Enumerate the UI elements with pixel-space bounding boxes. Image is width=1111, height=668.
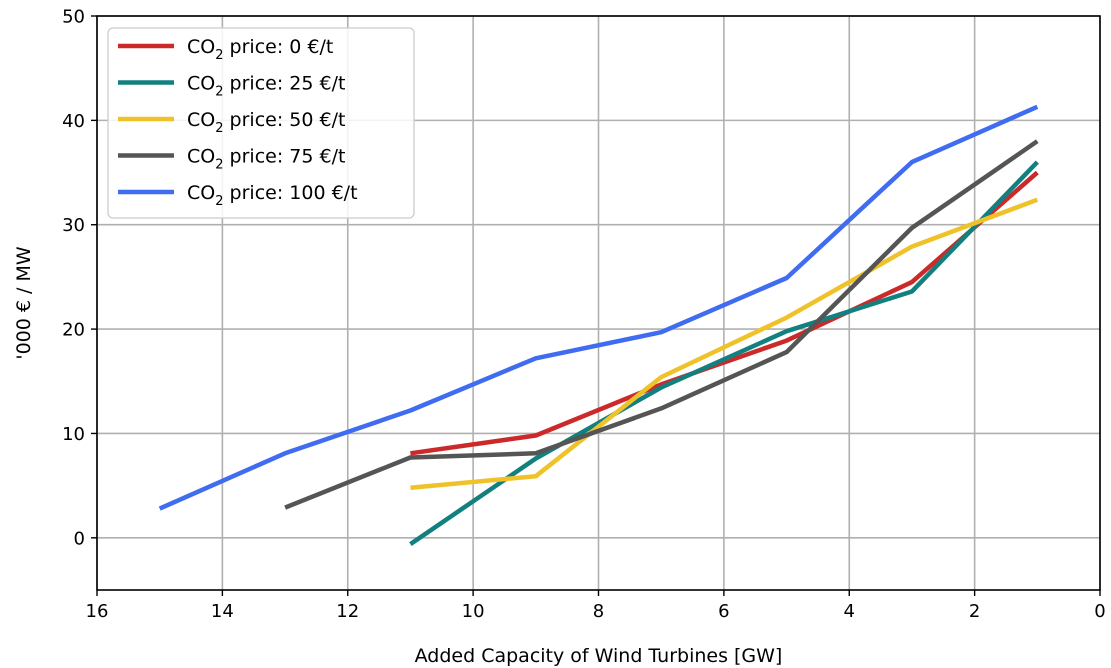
series-line-3 xyxy=(284,139,1039,510)
x-tick-label: 12 xyxy=(336,601,359,622)
y-tick-label: 0 xyxy=(74,528,85,549)
y-axis-label: '000 € / MW xyxy=(13,246,35,359)
x-tick-label: 0 xyxy=(1094,601,1105,622)
legend: CO2 price: 0 €/t CO2 price: 25 €/t CO2 pri… xyxy=(107,27,415,219)
y-tick-label: 50 xyxy=(62,7,85,28)
y-tick-label: 30 xyxy=(62,215,85,236)
legend-label-0: CO2 price: 0 €/t xyxy=(187,36,333,63)
x-tick-label: 6 xyxy=(718,601,729,622)
x-tick-label: 16 xyxy=(86,601,109,622)
series-lines xyxy=(158,104,1039,546)
series-line-2 xyxy=(410,197,1039,490)
x-tick-label: 8 xyxy=(593,601,604,622)
legend-label-2: CO2 price: 50 €/t xyxy=(187,109,345,136)
y-tick-label: 10 xyxy=(62,424,85,445)
x-tick-label: 10 xyxy=(462,601,485,622)
x-tick-label: 4 xyxy=(844,601,855,622)
legend-label-1: CO2 price: 25 €/t xyxy=(187,73,345,100)
series-line-1 xyxy=(409,160,1039,546)
legend-label-3: CO2 price: 75 €/t xyxy=(187,146,345,173)
x-axis-label: Added Capacity of Wind Turbines [GW] xyxy=(415,645,783,667)
y-tick-label: 20 xyxy=(62,320,85,341)
x-tick-label: 2 xyxy=(969,601,980,622)
x-tick-label: 14 xyxy=(211,601,234,622)
y-tick-label: 40 xyxy=(62,111,85,132)
series-line-0 xyxy=(410,170,1039,456)
legend-box xyxy=(107,27,415,219)
series-line-4 xyxy=(158,104,1039,511)
legend-label-4: CO2 price: 100 €/t xyxy=(187,182,358,209)
